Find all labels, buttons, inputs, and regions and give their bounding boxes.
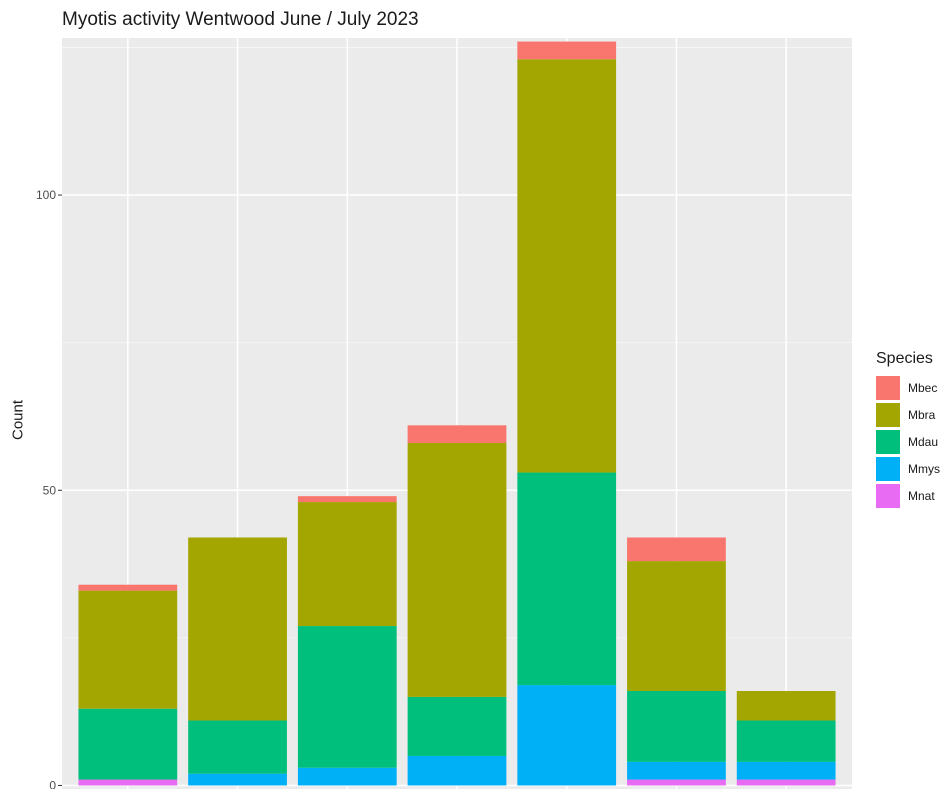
bar-segment-mdau	[517, 472, 617, 686]
y-tick-label: 100	[36, 188, 56, 202]
bar-segment-mmys	[517, 685, 617, 786]
bar-segment-mdau	[188, 720, 287, 774]
legend: Species Mbec Mbra Mdau Mmys Mnat	[876, 350, 940, 509]
bar-segment-mnat	[78, 779, 178, 786]
bar-segment-mmys	[297, 767, 397, 786]
bar-segment-mbra	[407, 443, 507, 697]
legend-item-mdau: Mdau	[876, 428, 940, 455]
chart-title: Myotis activity Wentwood June / July 202…	[62, 9, 419, 30]
legend-item-mbec: Mbec	[876, 374, 940, 401]
legend-item-mmys: Mmys	[876, 455, 940, 482]
legend-key	[876, 456, 900, 481]
legend-key	[876, 375, 900, 400]
legend-label: Mbra	[908, 407, 936, 422]
legend-item-mbra: Mbra	[876, 401, 940, 428]
legend-label: Mnat	[908, 488, 935, 503]
legend-item-mnat: Mnat	[876, 482, 940, 509]
bar-segment-mdau	[627, 690, 726, 762]
legend-key	[876, 483, 900, 508]
bar-segment-mdau	[78, 708, 178, 780]
bar-segment-mdau	[297, 626, 397, 768]
bar-segment-mdau	[407, 696, 507, 756]
bar-segment-mmys	[407, 755, 507, 786]
bar-segment-mnat	[736, 779, 836, 786]
legend-label: Mbec	[908, 380, 938, 395]
legend-label: Mmys	[908, 461, 940, 476]
legend-items: Mbec Mbra Mdau Mmys Mnat	[876, 374, 940, 509]
bar-segment-mnat	[627, 779, 726, 786]
bar-segment-mbec	[407, 425, 507, 444]
bar-segment-mdau	[736, 720, 836, 762]
y-tick-label: 0	[49, 778, 56, 789]
bar-segment-mbra	[188, 537, 287, 721]
bar-segment-mbec	[517, 41, 617, 60]
legend-key	[876, 429, 900, 454]
bar-segment-mbra	[736, 690, 836, 721]
bar-segment-mbra	[627, 561, 726, 691]
legend-title: Species	[876, 350, 933, 367]
bar-segment-mbra	[78, 590, 178, 709]
bar-segment-mbra	[517, 59, 617, 473]
bar-segment-mmys	[736, 761, 836, 780]
y-tick-label: 50	[43, 483, 57, 497]
bar-segment-mmys	[627, 761, 726, 780]
bar-segment-mbra	[297, 502, 397, 627]
bar-segment-mbec	[78, 584, 178, 591]
bar-segment-mbec	[297, 496, 397, 503]
legend-label: Mdau	[908, 434, 939, 449]
legend-key	[876, 402, 900, 427]
bar-segment-mmys	[188, 773, 287, 786]
bar-segment-mbec	[627, 537, 726, 562]
